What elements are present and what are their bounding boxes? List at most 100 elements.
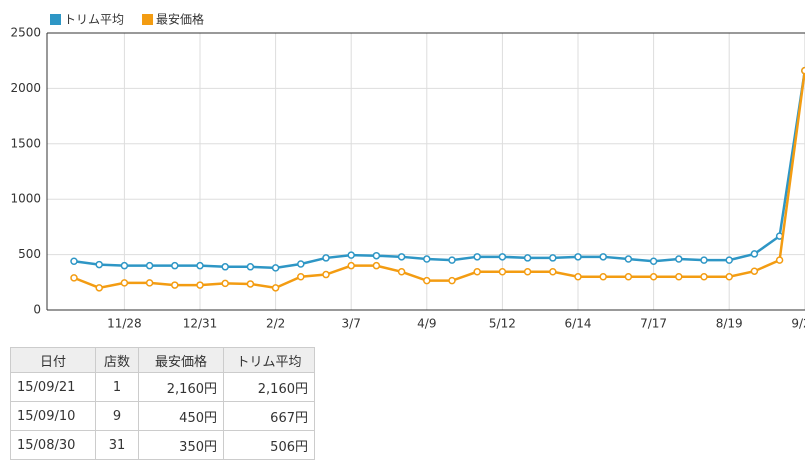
point <box>171 281 179 289</box>
y-tick-label: 2500 <box>10 26 41 40</box>
point <box>322 254 330 262</box>
table-row: 15/09/21 1 2,160円 2,160円 <box>10 372 315 402</box>
table-row: 15/08/30 31 350円 506円 <box>10 430 315 460</box>
point <box>196 281 204 289</box>
y-tick-label: 500 <box>18 247 41 261</box>
point <box>700 273 708 281</box>
table-cell: 15/08/30 <box>10 430 96 460</box>
point <box>624 273 633 281</box>
point <box>750 267 759 275</box>
header-cell: 店数 <box>95 347 139 373</box>
legend-swatch <box>50 14 61 25</box>
point <box>120 261 129 270</box>
point <box>549 254 557 262</box>
point <box>95 260 103 269</box>
x-tick-label: 9/21 <box>791 317 805 331</box>
x-tick-label: 3/7 <box>342 317 361 331</box>
point <box>70 274 78 282</box>
table-cell: 15/09/21 <box>10 372 96 402</box>
point <box>423 276 431 285</box>
table-cell: 506円 <box>223 430 315 460</box>
table-cell: 31 <box>95 430 139 460</box>
point <box>725 273 733 281</box>
point <box>649 273 658 281</box>
series-line <box>73 70 805 290</box>
point <box>246 280 255 288</box>
x-tick-label: 4/9 <box>417 317 436 331</box>
table-row: 15/09/10 9 450円 667円 <box>10 401 315 431</box>
point <box>145 261 154 270</box>
table-cell: 350円 <box>138 430 224 460</box>
point <box>372 251 381 260</box>
table-cell: 2,160円 <box>223 372 315 402</box>
header-cell: トリム平均 <box>223 347 315 373</box>
table-cell: 450円 <box>138 401 224 431</box>
chart: 0 500 1000 1500 2000 2500 11/28 12/31 2/2 3/7 4/9 5… <box>10 12 805 331</box>
point <box>624 255 633 263</box>
point <box>599 253 607 261</box>
point <box>145 279 154 287</box>
point <box>347 251 355 259</box>
point <box>297 273 305 281</box>
point <box>599 273 607 281</box>
series-line <box>73 70 805 270</box>
point <box>221 263 229 271</box>
legend-swatch <box>142 14 154 25</box>
point <box>297 260 305 268</box>
x-tick-label: 5/12 <box>489 317 516 331</box>
point <box>574 273 582 281</box>
table-cell: 1 <box>95 372 139 402</box>
point <box>750 250 759 258</box>
table-cell: 15/09/10 <box>10 401 96 431</box>
point <box>700 256 708 264</box>
point <box>675 255 683 263</box>
table-cell: 667円 <box>223 401 315 431</box>
point <box>549 268 557 276</box>
x-tick-label: 6/14 <box>565 317 592 331</box>
y-tick-label: 2000 <box>10 81 41 95</box>
point <box>649 257 658 265</box>
point <box>675 273 683 281</box>
point <box>523 268 532 276</box>
y-tick-label: 1000 <box>10 192 41 206</box>
point <box>498 253 507 261</box>
point <box>196 261 204 270</box>
point <box>397 268 406 276</box>
point <box>271 264 280 272</box>
point <box>397 253 406 261</box>
x-tick-label: 12/31 <box>183 317 218 331</box>
point <box>498 268 507 276</box>
table-cell: 9 <box>95 401 139 431</box>
x-tick-label: 7/17 <box>640 317 667 331</box>
point <box>70 257 78 265</box>
point <box>120 279 129 287</box>
point <box>423 255 431 263</box>
table-header: 日付 店数 最安価格 トリム平均 <box>10 347 315 373</box>
point <box>448 276 456 285</box>
x-tick-label: 8/19 <box>716 317 743 331</box>
x-tick-label: 11/28 <box>107 317 142 331</box>
point <box>448 256 456 264</box>
point <box>574 253 582 261</box>
point <box>347 261 355 270</box>
point <box>171 261 179 270</box>
point <box>473 268 481 276</box>
point <box>221 279 229 288</box>
header-cell: 最安価格 <box>138 347 224 373</box>
point <box>372 261 381 270</box>
point <box>775 256 784 264</box>
legend-label: トリム平均 <box>64 13 124 27</box>
header-cell: 日付 <box>10 347 96 373</box>
point <box>322 270 330 279</box>
y-tick-label: 0 <box>33 303 41 317</box>
price-table: 日付 店数 最安価格 トリム平均 15/09/21 1 2,160円 2,160円 15… <box>10 347 315 460</box>
legend-label: 最安価格 <box>156 12 204 27</box>
x-tick-label: 2/2 <box>266 317 285 331</box>
point <box>473 253 481 261</box>
point <box>523 254 532 262</box>
y-tick-label: 1500 <box>10 136 41 150</box>
table-cell: 2,160円 <box>138 372 224 402</box>
point <box>725 256 733 264</box>
point <box>95 284 103 292</box>
